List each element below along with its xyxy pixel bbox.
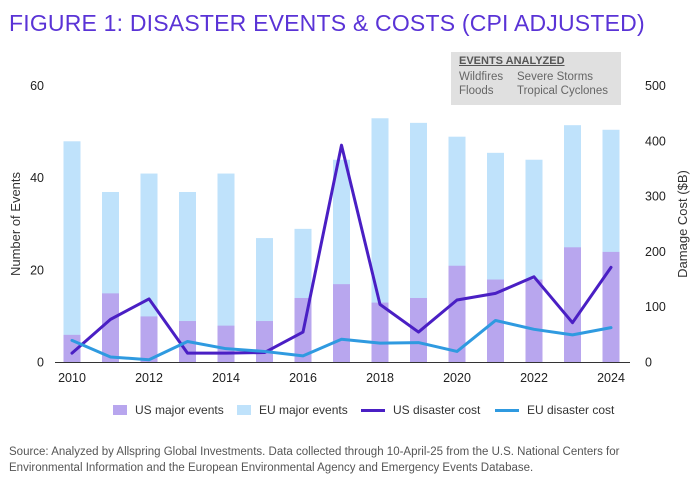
legend-eu-cost-swatch xyxy=(495,408,519,412)
bar-eu-events-2013 xyxy=(179,191,196,363)
legend-us-cost-label: US disaster cost xyxy=(393,403,481,417)
x-tick-2020: 2020 xyxy=(443,371,471,385)
x-tick-2018: 2018 xyxy=(366,371,394,385)
bar-eu-events-2012 xyxy=(140,173,158,363)
event-type-severe-storms: Severe Storms xyxy=(517,71,594,83)
bar-us-events-2017 xyxy=(333,284,350,363)
right-tick-300: 300 xyxy=(645,190,666,204)
x-tick-2012: 2012 xyxy=(135,371,163,385)
bar-us-events-2018 xyxy=(371,302,389,363)
bar-us-events-2022 xyxy=(525,279,543,363)
legend-eu-events-label: EU major events xyxy=(259,403,348,417)
cost-lines xyxy=(70,143,613,362)
bar-eu-events-2010 xyxy=(63,141,81,363)
right-axis-ticks: 0 100 200 300 400 500 xyxy=(645,79,666,370)
bar-eu-events-2018 xyxy=(371,118,389,363)
bar-us-events-2020 xyxy=(448,265,466,363)
x-tick-2022: 2022 xyxy=(520,371,548,385)
left-tick-60: 60 xyxy=(30,79,44,93)
legend-us-cost-swatch xyxy=(361,408,385,412)
event-type-wildfires: Wildfires xyxy=(459,71,504,83)
legend-eu-cost-label: EU disaster cost xyxy=(527,403,615,417)
right-tick-500: 500 xyxy=(645,79,666,93)
left-axis-ticks: 0 20 40 60 xyxy=(30,79,44,370)
right-tick-0: 0 xyxy=(645,356,652,370)
x-axis-ticks: 2010 2012 2014 2016 2018 2020 2022 2024 xyxy=(58,371,625,385)
figure-title: FIGURE 1: DISASTER EVENTS & COSTS (CPI A… xyxy=(9,10,645,36)
legend-us-cost: US disaster cost xyxy=(361,403,480,417)
bar-us-events-2024 xyxy=(602,251,620,363)
event-type-floods: Floods xyxy=(459,85,494,97)
x-tick-2010: 2010 xyxy=(58,371,86,385)
legend-us-events-label: US major events xyxy=(135,403,224,417)
bar-us-events-2014 xyxy=(217,325,235,363)
right-tick-400: 400 xyxy=(645,134,666,148)
right-tick-200: 200 xyxy=(645,245,666,259)
left-axis-label: Number of Events xyxy=(8,171,23,276)
right-axis-label: Damage Cost ($B) xyxy=(675,170,690,278)
source-note: Source: Analyzed by Allspring Global Inv… xyxy=(9,446,620,474)
bar-us-events-2012 xyxy=(140,316,158,363)
left-tick-40: 40 xyxy=(30,171,44,185)
bar-us-events-2011 xyxy=(102,293,119,363)
x-tick-2014: 2014 xyxy=(212,371,240,385)
events-analyzed-heading: EVENTS ANALYZED xyxy=(459,55,565,67)
bar-us-events-2015 xyxy=(256,321,273,363)
event-type-tropical-cyclones: Tropical Cyclones xyxy=(517,85,608,97)
legend-eu-events: EU major events xyxy=(237,403,348,417)
events-analyzed-box: EVENTS ANALYZED Wildfires Severe Storms … xyxy=(451,52,621,105)
left-tick-20: 20 xyxy=(30,263,44,277)
left-tick-0: 0 xyxy=(37,356,44,370)
legend-eu-cost: EU disaster cost xyxy=(495,403,614,417)
legend-us-events-swatch xyxy=(113,405,127,415)
bar-us-events-2023 xyxy=(564,247,581,363)
legend-us-events: US major events xyxy=(113,403,224,417)
bar-eu-events-2014 xyxy=(217,173,235,363)
x-tick-2016: 2016 xyxy=(289,371,317,385)
right-tick-100: 100 xyxy=(645,300,666,314)
x-tick-2024: 2024 xyxy=(597,371,625,385)
legend-eu-events-swatch xyxy=(237,405,251,415)
